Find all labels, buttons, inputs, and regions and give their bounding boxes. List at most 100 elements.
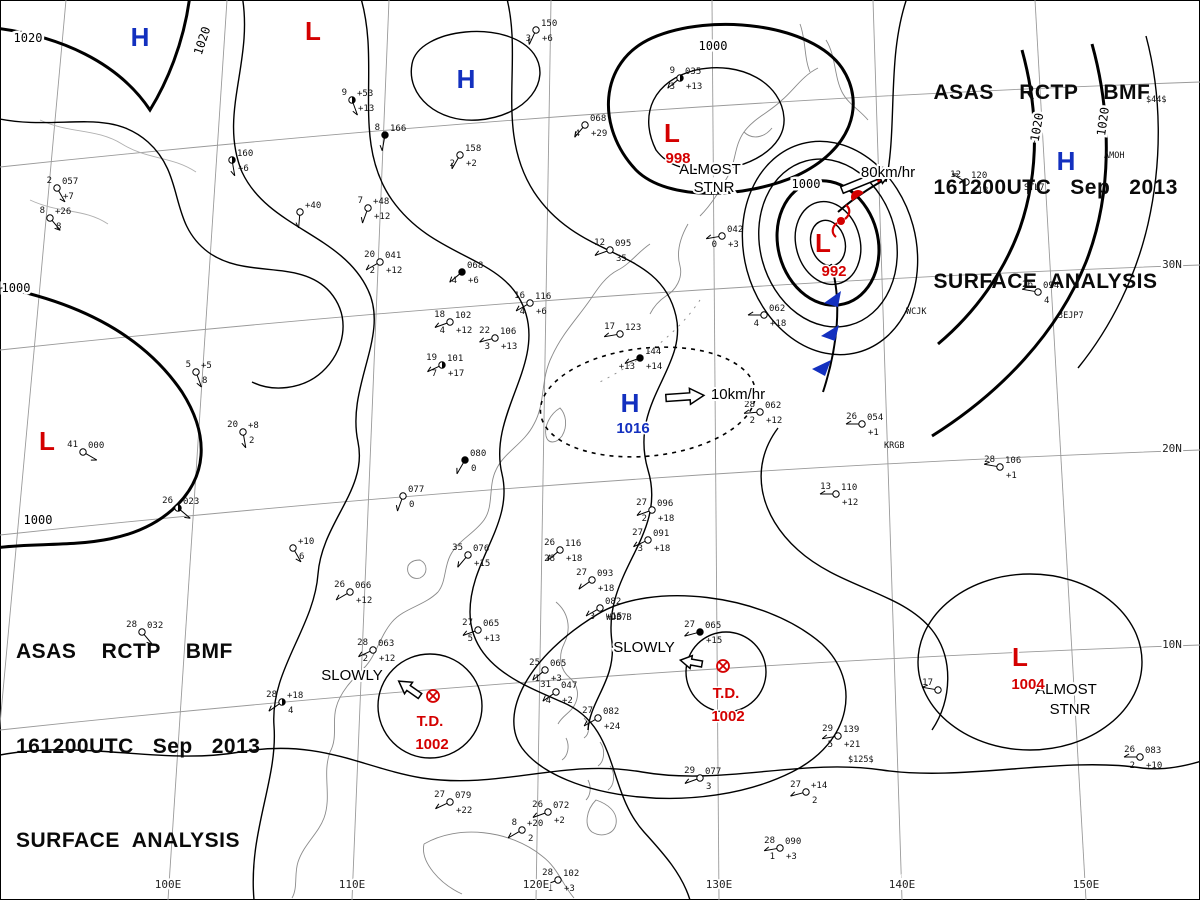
- station-value-topleft: 27: [576, 568, 587, 578]
- latitude-label: 20N: [1162, 442, 1182, 455]
- wind-barb-tick: [462, 630, 468, 636]
- station-value-topleft: 9: [670, 66, 675, 76]
- wind-barb: [528, 32, 536, 45]
- station-value-topright: +26: [55, 207, 71, 217]
- station-value-bottomright: 2: [249, 436, 254, 446]
- coast-japan-inlet: [743, 127, 773, 138]
- movement-arrow-80kmhr: [839, 165, 896, 195]
- station-value-topright: +5: [201, 361, 212, 371]
- title-block-bottom-left: ASAS RCTP BMF 161200UTC Sep 2013 SURFACE…: [16, 573, 260, 888]
- station-value-topright: 106: [1005, 456, 1021, 466]
- station-circle: [446, 318, 454, 326]
- station-value-bottomright: +24: [604, 722, 620, 732]
- wind-barb: [58, 190, 66, 203]
- wind-barb: [362, 210, 368, 224]
- station-value-bottomright: 4: [288, 706, 293, 716]
- wind-barb: [449, 273, 460, 283]
- station-circle: [594, 714, 602, 722]
- wind-barb: [547, 551, 558, 561]
- wind-barb-tick: [819, 490, 826, 495]
- wind-barb: [381, 138, 385, 151]
- pressure-center-letter: L: [1012, 642, 1028, 672]
- wind-barb: [984, 463, 997, 467]
- station-circle: [644, 536, 652, 544]
- station-plot: 26 066 +12: [334, 580, 372, 606]
- station-circle: [696, 774, 704, 782]
- station-value-topright: 072: [553, 801, 569, 811]
- wind-barb: [764, 848, 777, 852]
- station-value-topright: 082: [603, 707, 619, 717]
- station-circle: [996, 463, 1004, 471]
- pressure-center-td: T.D. 1002: [414, 712, 450, 755]
- station-value-topright: 065: [483, 619, 499, 629]
- wind-barb-tick: [1123, 753, 1130, 758]
- wind-barb: [335, 593, 348, 601]
- station-value-bottomright: +13: [358, 104, 374, 114]
- station-circle: [858, 420, 866, 428]
- longitude-label: 140E: [889, 878, 916, 891]
- station-value-bottomright: +12: [766, 416, 782, 426]
- station-value-bottomleft: 2: [1130, 761, 1135, 771]
- latitude-label: 30N: [1162, 258, 1182, 271]
- wind-barb: [268, 703, 280, 712]
- station-plot: 8 166: [375, 123, 406, 151]
- title-block-top-right: ASAS RCTP BMF 161200UTC Sep 2013 SURFACE…: [934, 14, 1178, 329]
- isobar-label: 1000: [792, 177, 821, 191]
- station-value-topright: 102: [455, 311, 471, 321]
- station-value-topleft: 5: [186, 360, 191, 370]
- station-plot: 068 +6 4: [449, 261, 483, 286]
- wind-barb: [457, 557, 467, 568]
- station-value-bottomright: +12: [379, 654, 395, 664]
- station-plot: 27 065 +13 5: [462, 618, 500, 644]
- title-line-3: SURFACE ANALYSIS: [16, 829, 240, 852]
- station-value-bottomright: +17: [448, 369, 464, 379]
- station-value-bottomright: +22: [456, 806, 472, 816]
- station-value-bottomright: +18: [654, 544, 670, 554]
- station-value-topleft: 31: [540, 680, 551, 690]
- wind-barb: [479, 338, 493, 343]
- station-value-topleft: 26: [532, 800, 543, 810]
- station-circle: [606, 246, 614, 254]
- wind-barb-tick: [845, 420, 852, 425]
- station-value-topleft: 8: [40, 206, 45, 216]
- ship-callsign-label: $44$: [1146, 95, 1166, 105]
- station-value-topright: 166: [390, 124, 406, 134]
- station-value-topleft: 27: [434, 790, 445, 800]
- station-value-topleft: 28: [744, 400, 755, 410]
- station-value-topleft: 2: [47, 176, 52, 186]
- tropical-depression-symbol: [716, 659, 730, 673]
- station-value-bottomright: +6: [238, 164, 249, 174]
- station-value-topright: 068: [467, 261, 483, 271]
- station-plot: 068 +29 4: [574, 114, 607, 139]
- station-plot: 28 +18 4: [266, 690, 303, 716]
- wind-barb: [515, 304, 528, 312]
- coast-hainan: [407, 559, 427, 579]
- station-value-bottomleft: 5: [468, 634, 473, 644]
- station-value-topleft: 25: [529, 658, 540, 668]
- station-circle: [446, 798, 454, 806]
- wind-barb-tick: [583, 720, 588, 727]
- station-plot: 7 +48 +12: [358, 196, 390, 224]
- pressure-center-l: L 1004: [1010, 641, 1047, 695]
- station-plot: +40: [295, 201, 321, 229]
- station-value-bottomleft: 2: [750, 416, 755, 426]
- wind-barb-tick: [479, 337, 485, 343]
- wind-barb-tick: [585, 610, 590, 617]
- pressure-center-td: T.D. 1002: [710, 684, 746, 727]
- pressure-center-letter: H: [457, 64, 476, 94]
- station-plot: 19 101 +17 7: [426, 353, 464, 379]
- station-value-topright: 077: [408, 485, 424, 495]
- wind-barb-tick: [547, 554, 551, 561]
- station-value-bottomright: 8: [202, 376, 207, 386]
- station-plot: 077 0: [395, 485, 424, 512]
- title-line-2: 161200UTC Sep 2013: [16, 734, 261, 758]
- title-line-1: ASAS RCTP BMF: [933, 81, 1151, 104]
- station-value-topright: 057: [62, 177, 78, 187]
- station-circle: [718, 232, 726, 240]
- wind-barb-tick: [747, 311, 754, 316]
- wind-barb-tick: [146, 641, 153, 645]
- ship-callsign-label: KRGB: [884, 441, 904, 451]
- pressure-center-letter: T.D.: [713, 685, 740, 702]
